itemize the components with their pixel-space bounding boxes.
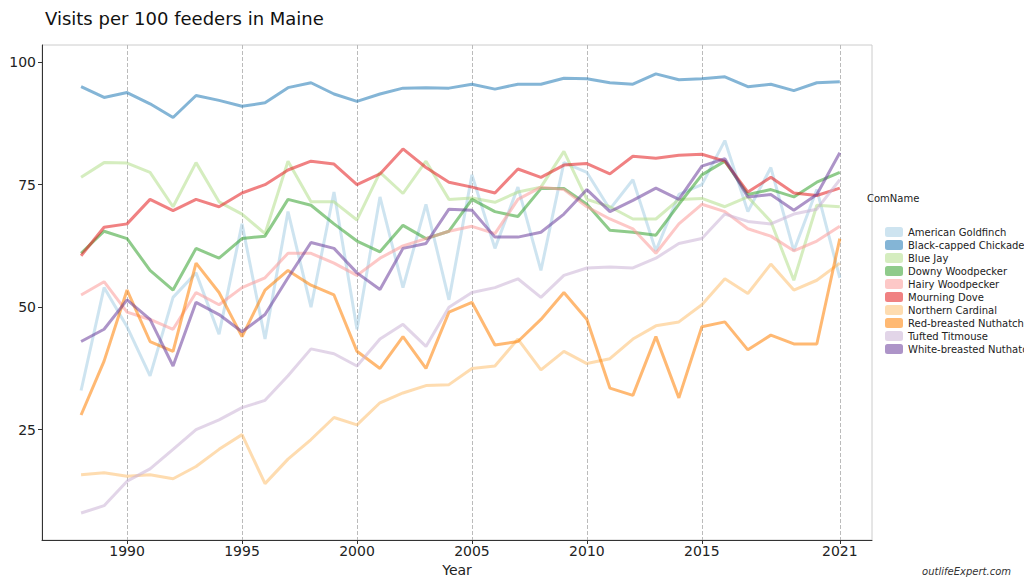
- svg-text:ComName: ComName: [867, 193, 919, 204]
- svg-text:2021: 2021: [822, 543, 858, 559]
- svg-text:50: 50: [18, 299, 36, 315]
- svg-text:Year: Year: [441, 562, 472, 578]
- svg-text:Black-capped Chickadee: Black-capped Chickadee: [908, 240, 1024, 251]
- svg-text:2015: 2015: [684, 543, 720, 559]
- svg-text:Downy Woodpecker: Downy Woodpecker: [908, 266, 1008, 277]
- svg-text:Northern Cardinal: Northern Cardinal: [908, 305, 997, 316]
- svg-text:75: 75: [18, 177, 36, 193]
- svg-text:2010: 2010: [569, 543, 605, 559]
- svg-text:White-breasted Nuthatch: White-breasted Nuthatch: [908, 344, 1024, 355]
- svg-text:1995: 1995: [224, 543, 260, 559]
- svg-text:Hairy Woodpecker: Hairy Woodpecker: [908, 279, 1000, 290]
- svg-text:Blue Jay: Blue Jay: [908, 253, 948, 264]
- svg-text:2005: 2005: [454, 543, 490, 559]
- svg-text:Mourning Dove: Mourning Dove: [908, 292, 984, 303]
- svg-text:Red-breasted Nuthatch: Red-breasted Nuthatch: [908, 318, 1024, 329]
- svg-text:25: 25: [18, 422, 36, 438]
- svg-text:100: 100: [9, 54, 36, 70]
- svg-text:Visits per 100 feeders in Main: Visits per 100 feeders in Maine: [45, 8, 324, 29]
- svg-text:outlifeExpert.com: outlifeExpert.com: [922, 566, 1011, 577]
- svg-text:American Goldfinch: American Goldfinch: [908, 227, 1006, 238]
- svg-text:Tufted Titmouse: Tufted Titmouse: [907, 331, 988, 342]
- svg-text:1990: 1990: [109, 543, 145, 559]
- svg-text:2000: 2000: [339, 543, 375, 559]
